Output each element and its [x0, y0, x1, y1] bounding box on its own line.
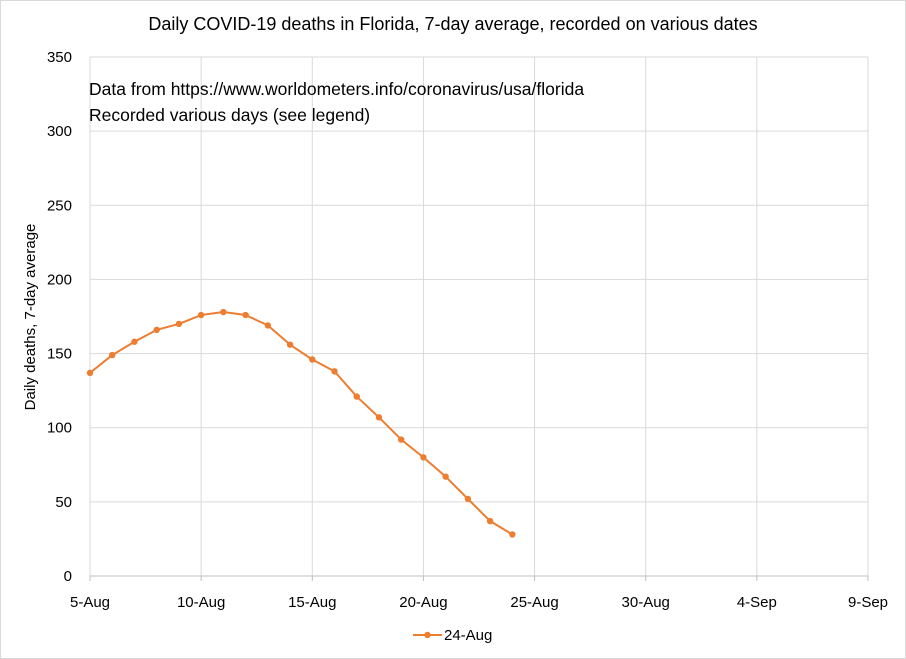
legend-label: 24-Aug: [444, 627, 492, 644]
y-tick-label: 0: [64, 568, 72, 585]
data-point: [464, 495, 472, 503]
y-tick-label: 50: [55, 494, 72, 511]
x-tick-label: 9-Sep: [848, 594, 888, 611]
data-point: [109, 351, 116, 359]
x-tick-label: 4-Sep: [737, 594, 777, 611]
y-tick-label: 300: [47, 123, 72, 140]
data-point: [375, 414, 383, 421]
data-point: [220, 308, 227, 316]
x-tick-label: 10-Aug: [177, 594, 225, 611]
data-point: [509, 531, 516, 538]
data-point: [420, 454, 427, 461]
data-point: [242, 311, 249, 319]
axes: 0 50 100 150 200 250 300 350 5-Aug 10-Aug 15-Aug 20…: [47, 49, 888, 611]
data-point: [398, 436, 405, 443]
y-tick-label: 200: [47, 271, 72, 288]
y-tick-label: 250: [47, 197, 72, 214]
data-point: [264, 322, 272, 329]
data-point: [331, 368, 338, 375]
legend-marker: [424, 631, 431, 639]
data-point: [86, 369, 94, 377]
data-point: [486, 517, 494, 525]
x-tick-label: 5-Aug: [70, 594, 110, 611]
x-tick-label: 25-Aug: [510, 594, 558, 611]
series-line: [89, 311, 513, 536]
y-tick-label: 100: [47, 420, 72, 437]
annotation-recorded: Recorded various days (see legend): [89, 105, 370, 125]
y-tick-label: 150: [47, 346, 72, 363]
annotation-source: Data from https://www.worldometers.info/…: [89, 79, 584, 99]
data-point: [442, 473, 449, 480]
y-axis-label: Daily deaths, 7-day average: [22, 224, 39, 411]
data-point: [309, 356, 316, 363]
data-point: [153, 326, 160, 334]
grid: [89, 56, 869, 576]
data-point: [197, 311, 205, 319]
x-tick-label: 30-Aug: [622, 594, 670, 611]
data-point: [286, 341, 294, 348]
data-point: [353, 393, 360, 400]
x-tick-label: 20-Aug: [399, 594, 447, 611]
y-tick-label: 350: [47, 49, 72, 66]
data-point: [131, 338, 138, 345]
x-tick-label: 15-Aug: [288, 594, 336, 611]
legend: 24-Aug: [413, 627, 492, 644]
data-point: [175, 320, 183, 328]
series-group: [86, 308, 516, 538]
chart-title: Daily COVID-19 deaths in Florida, 7-day …: [148, 14, 757, 34]
